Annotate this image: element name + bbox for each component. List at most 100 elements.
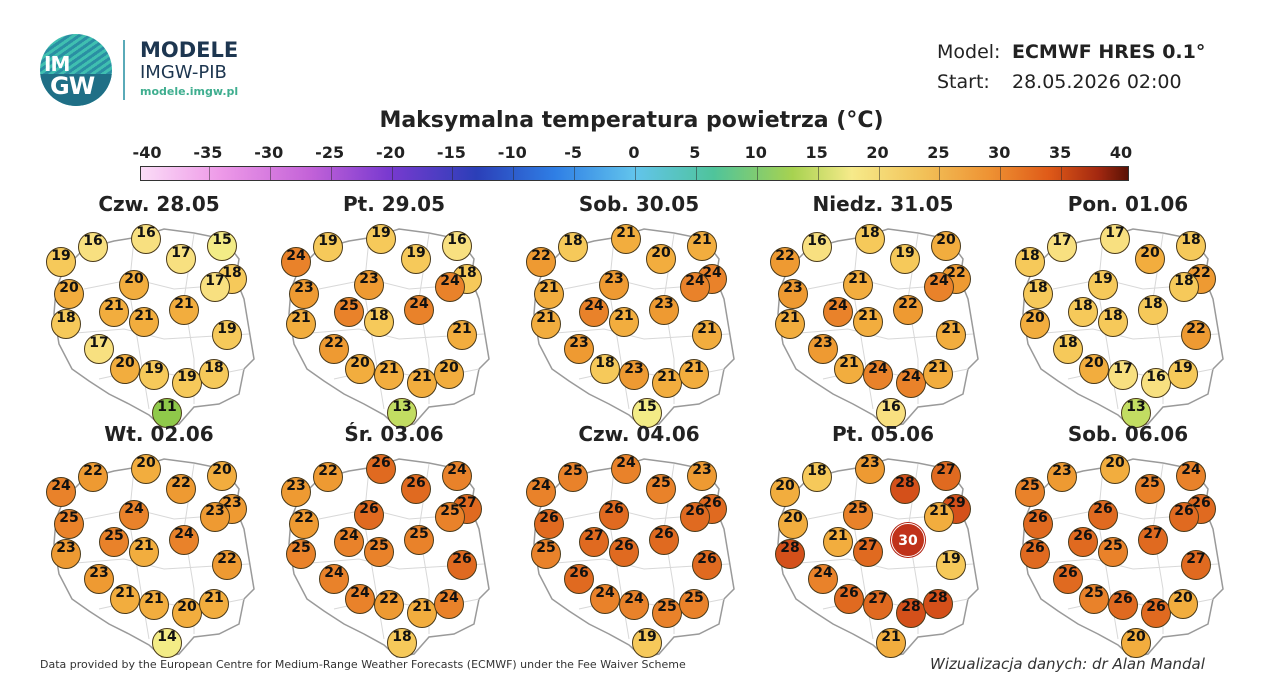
temperature-marker: 25 bbox=[286, 539, 316, 569]
visualization-credit: Wizualizacja danych: dr Alan Mandal bbox=[930, 655, 1205, 673]
temperature-marker: 23 bbox=[649, 295, 679, 325]
temperature-marker: 20 bbox=[1100, 454, 1130, 484]
brand-url[interactable]: modele.imgw.pl bbox=[140, 85, 239, 98]
temperature-marker: 17 bbox=[84, 334, 114, 364]
colorbar-tick-label: -10 bbox=[497, 143, 527, 162]
temperature-marker: 28 bbox=[890, 474, 920, 504]
temperature-marker: 26 bbox=[447, 550, 477, 580]
temperature-marker: 25 bbox=[531, 539, 561, 569]
colorbar-divider bbox=[208, 167, 210, 180]
temperature-marker: 26 bbox=[534, 509, 564, 539]
temperature-marker: 15 bbox=[632, 398, 662, 428]
temperature-marker: 18 bbox=[855, 224, 885, 254]
temperature-marker: 20 bbox=[110, 354, 140, 384]
logo-text-bottom: GW bbox=[50, 72, 95, 100]
temperature-marker: 24 bbox=[619, 590, 649, 620]
temperature-marker: 19 bbox=[890, 244, 920, 274]
temperature-marker: 26 bbox=[692, 550, 722, 580]
temperature-marker: 22 bbox=[78, 462, 108, 492]
temperature-marker: 18 bbox=[51, 309, 81, 339]
temperature-marker: 19 bbox=[401, 244, 431, 274]
map-panel: Sob. 06.06 25 23 20 25 24 26 26 26 27 27 26 26 25 26 26… bbox=[1013, 422, 1243, 658]
temperature-marker: 21 bbox=[139, 590, 169, 620]
temperature-marker: 20 bbox=[1020, 309, 1050, 339]
temperature-marker: 17 bbox=[1047, 232, 1077, 262]
start-info: Start: 28.05.2026 02:00 bbox=[937, 71, 1182, 93]
temperature-marker: 26 bbox=[1020, 539, 1050, 569]
temperature-marker: 24 bbox=[896, 368, 926, 398]
temperature-marker: 21 bbox=[692, 320, 722, 350]
temperature-marker: 18 bbox=[199, 359, 229, 389]
temperature-marker: 21 bbox=[834, 354, 864, 384]
temperature-marker: 26 bbox=[564, 564, 594, 594]
colorbar-tick-label: -5 bbox=[564, 143, 583, 162]
colorbar-divider bbox=[756, 167, 758, 180]
temperature-marker: 18 bbox=[1176, 231, 1206, 261]
temperature-marker: 13 bbox=[387, 398, 417, 428]
panel-day-label: Niedz. 31.05 bbox=[812, 192, 954, 216]
temperature-marker: 26 bbox=[1068, 527, 1098, 557]
colorbar-tick-label: -40 bbox=[132, 143, 162, 162]
colorbar-divider bbox=[391, 167, 393, 180]
map-panel: Pt. 29.05 24 19 19 19 16 18 23 23 24 21 25 21 18 24 22 2… bbox=[279, 192, 509, 428]
temperature-marker: 13 bbox=[1121, 398, 1151, 428]
temperature-marker: 25 bbox=[404, 525, 434, 555]
colorbar-divider bbox=[878, 167, 880, 180]
temperature-marker: 21 bbox=[407, 598, 437, 628]
colorbar-divider bbox=[513, 167, 515, 180]
temperature-marker: 11 bbox=[152, 398, 182, 428]
temperature-marker: 21 bbox=[936, 320, 966, 350]
temperature-marker: 22 bbox=[770, 247, 800, 277]
model-info: Model: ECMWF HRES 0.1° bbox=[937, 41, 1205, 63]
temperature-marker: 25 bbox=[558, 462, 588, 492]
model-value: ECMWF HRES 0.1° bbox=[1012, 41, 1206, 63]
temperature-marker: 21 bbox=[199, 589, 229, 619]
colorbar-tick-label: 40 bbox=[1109, 143, 1133, 162]
panel-day-label: Sob. 30.05 bbox=[578, 192, 700, 216]
temperature-marker: 18 bbox=[1098, 307, 1128, 337]
colorbar-tick-label: -20 bbox=[376, 143, 405, 162]
temperature-marker: 19 bbox=[1168, 359, 1198, 389]
colorbar-tick-label: 15 bbox=[805, 143, 828, 162]
temperature-marker: 24 bbox=[46, 477, 76, 507]
temperature-marker: 22 bbox=[1181, 320, 1211, 350]
colorbar-divider bbox=[695, 167, 697, 180]
temperature-marker: 21 bbox=[407, 368, 437, 398]
panel-day-label: Sob. 06.06 bbox=[1067, 422, 1189, 446]
colorbar-ticks: -40 -35 -30 -25 -20 -15 -10 -5 0 5 10 15 20 25 30 35 40 bbox=[0, 143, 1263, 167]
map-panel: Niedz. 31.05 22 16 18 19 20 22 23 21 22 21 24 21 21 24… bbox=[768, 192, 998, 428]
temperature-marker: 21 bbox=[652, 368, 682, 398]
colorbar-divider bbox=[1061, 167, 1063, 180]
colorbar-divider bbox=[939, 167, 941, 180]
temperature-marker: 20 bbox=[646, 244, 676, 274]
temperature-marker: 18 bbox=[1169, 272, 1199, 302]
colorbar-divider bbox=[269, 167, 271, 180]
temperature-marker: 17 bbox=[1108, 360, 1138, 390]
temperature-marker: 18 bbox=[558, 232, 588, 262]
temperature-marker: 21 bbox=[609, 307, 639, 337]
map-panel: Czw. 04.06 24 25 24 25 23 26 26 26 26 26 27 25 26 26 26… bbox=[524, 422, 754, 658]
temperature-marker: 25 bbox=[1079, 584, 1109, 614]
temperature-marker: 18 bbox=[1068, 297, 1098, 327]
temperature-marker: 24 bbox=[611, 454, 641, 484]
temperature-marker: 18 bbox=[1053, 334, 1083, 364]
temperature-marker: 26 bbox=[1108, 590, 1138, 620]
temperature-marker: 23 bbox=[855, 454, 885, 484]
colorbar-divider bbox=[452, 167, 454, 180]
colorbar-tick-label: 20 bbox=[866, 143, 889, 162]
temperature-marker: 27 bbox=[863, 590, 893, 620]
colorbar-tick-label: 30 bbox=[988, 143, 1011, 162]
temperature-marker: 23 bbox=[687, 461, 717, 491]
temperature-marker: 23 bbox=[564, 334, 594, 364]
temperature-marker: 24 bbox=[579, 297, 609, 327]
temperature-marker: 23 bbox=[599, 270, 629, 300]
colorbar-divider bbox=[635, 167, 636, 180]
temperature-marker: 26 bbox=[1088, 500, 1118, 530]
temperature-marker: 18 bbox=[1023, 279, 1053, 309]
temperature-marker: 21 bbox=[129, 307, 159, 337]
temperature-marker: 27 bbox=[931, 461, 961, 491]
temperature-marker: 19 bbox=[46, 247, 76, 277]
temperature-marker: 25 bbox=[1135, 474, 1165, 504]
temperature-marker: 21 bbox=[923, 359, 953, 389]
temperature-marker: 26 bbox=[599, 500, 629, 530]
